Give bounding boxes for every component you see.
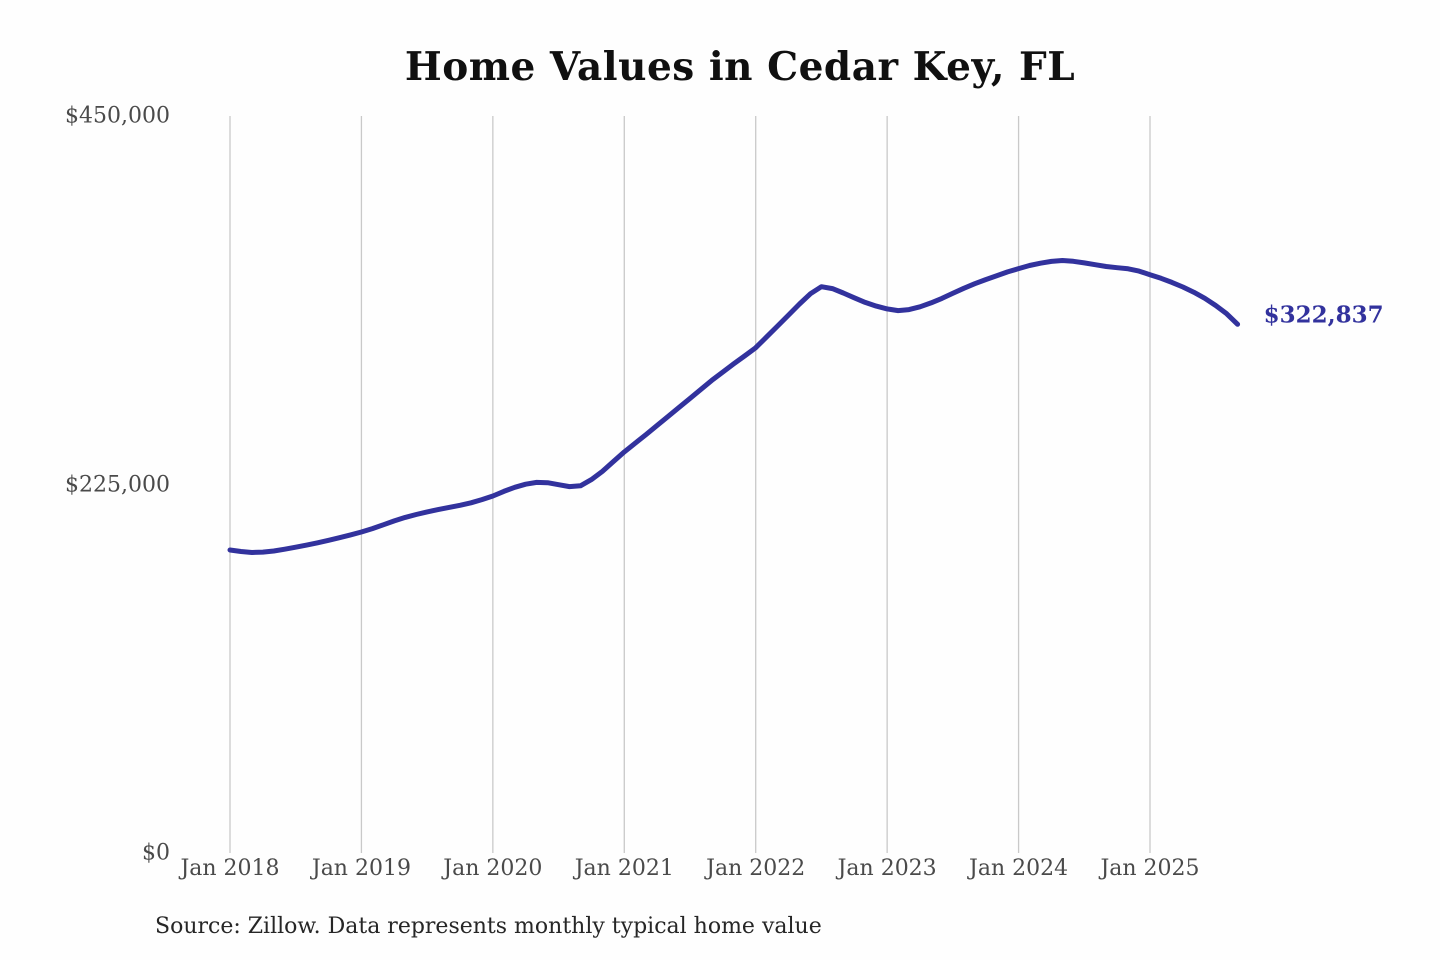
x-tick-label: Jan 2020 (443, 856, 543, 881)
x-tick-label: Jan 2021 (574, 856, 674, 881)
y-tick-label: $225,000 (65, 472, 170, 497)
source-note: Source: Zillow. Data represents monthly … (155, 914, 822, 939)
y-tick-label: $0 (142, 840, 170, 866)
x-tick-label: Jan 2023 (837, 856, 937, 881)
x-tick-label: Jan 2022 (706, 856, 806, 881)
latest-value-label: $322,837 (1263, 301, 1384, 329)
home-value-line (227, 258, 1241, 555)
x-tick-label: Jan 2025 (1100, 856, 1200, 881)
x-tick-label: Jan 2019 (311, 856, 411, 881)
x-tick-label: Jan 2024 (969, 856, 1069, 881)
y-tick-label: $450,000 (65, 103, 170, 129)
x-tick-label: Jan 2018 (180, 856, 280, 881)
chart-title: Home Values in Cedar Key, FL (404, 44, 1076, 90)
